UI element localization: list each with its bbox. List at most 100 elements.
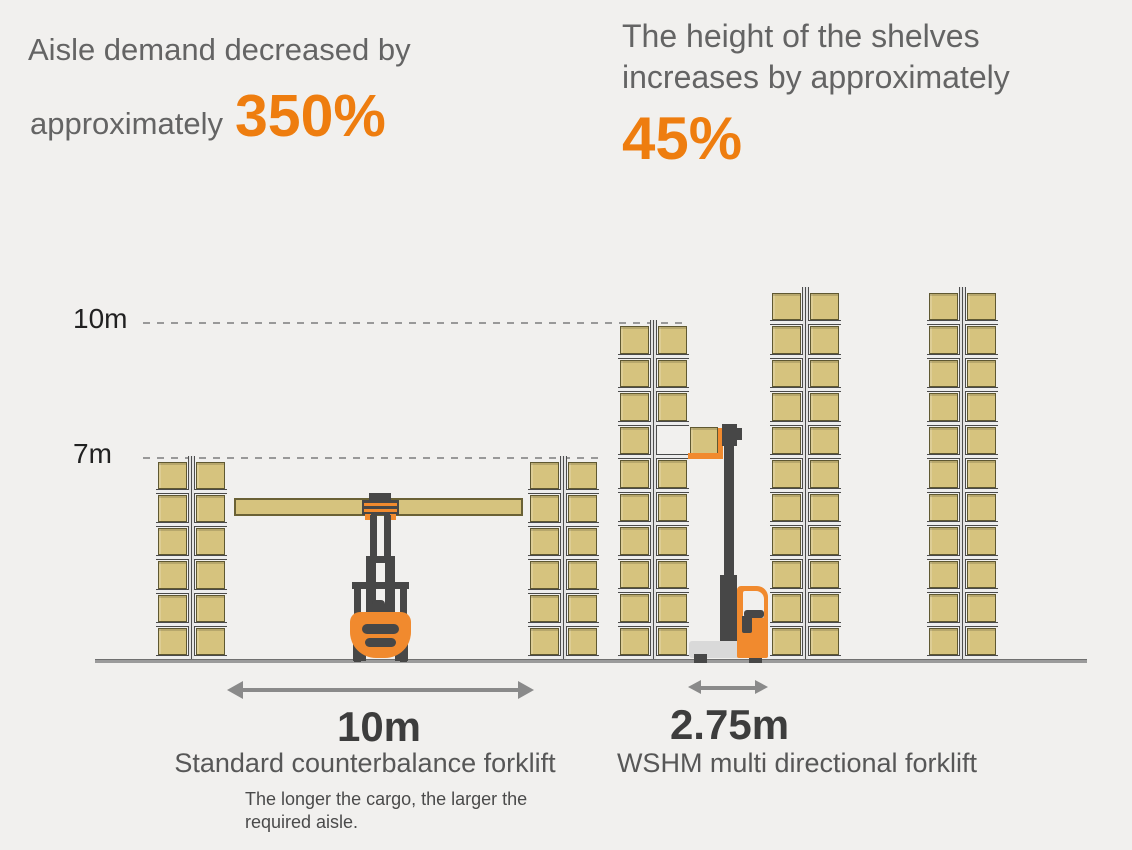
wshm-seat — [742, 616, 752, 633]
forklift-mast-rail — [385, 560, 395, 615]
pallet-box — [929, 426, 958, 454]
pallet-box — [810, 460, 839, 488]
pallet-box — [620, 326, 649, 354]
rack-shelf — [618, 521, 651, 526]
pallet-box — [530, 594, 559, 622]
note-left-line1: The longer the cargo, the larger the — [245, 789, 528, 809]
pallet-box — [772, 493, 801, 521]
rack-shelf — [770, 521, 803, 526]
pallet-box — [810, 594, 839, 622]
rack-shelf — [618, 387, 651, 392]
pallet-box — [196, 627, 225, 655]
rack-shelf — [965, 454, 998, 459]
pallet-box — [929, 560, 958, 588]
pallet-box — [967, 560, 996, 588]
rack-upright-pole — [560, 455, 567, 661]
rack-shelf — [566, 555, 599, 561]
wshm-fork-bracket — [688, 453, 723, 459]
rack-shelf — [156, 488, 189, 494]
rack-shelf — [656, 655, 689, 660]
rack-shelf — [566, 488, 599, 494]
pallet-box — [530, 494, 559, 523]
pallet-box — [568, 528, 597, 556]
pallet-box — [929, 493, 958, 521]
pallet-box — [568, 627, 597, 655]
rack-shelf — [618, 420, 651, 426]
pallet-box — [158, 494, 187, 523]
wshm-mast-head-arm — [733, 428, 742, 440]
forklift-mast-crossbar — [366, 556, 395, 563]
wshm-seat — [744, 610, 764, 618]
rack-shelf — [927, 554, 960, 560]
rack-shelf — [808, 554, 841, 560]
pallet-box — [620, 627, 649, 655]
rack-shelf — [618, 621, 651, 627]
rack-shelf — [770, 487, 803, 493]
stat-left-line1: Aisle demand decreased by — [28, 32, 411, 67]
forklift-guard-post — [400, 586, 407, 662]
rack-shelf — [965, 521, 998, 526]
height-marker-label: 7m — [73, 438, 112, 469]
arrow-shaft — [699, 686, 757, 690]
rack-shelf — [566, 522, 599, 528]
rack-shelf — [528, 488, 561, 494]
pallet-box — [810, 393, 839, 421]
pallet-box — [620, 594, 649, 622]
caption-left: Standard counterbalance forklift — [174, 748, 556, 778]
pallet-box — [772, 527, 801, 555]
stat-left-line2: approximately 350% — [30, 80, 386, 149]
forklift-mast-cap — [369, 493, 391, 500]
pallet-box — [929, 292, 958, 320]
pallet-box — [967, 359, 996, 387]
wshm-cab — [737, 586, 768, 658]
arrow-head-left-icon — [688, 680, 701, 694]
rack-shelf — [808, 655, 841, 660]
rack-upright-pole — [959, 286, 966, 661]
pallet-box — [658, 460, 687, 488]
caption-right: WSHM multi directional forklift — [616, 748, 978, 778]
wshm-wheel — [694, 654, 707, 663]
wshm-telescopic-mast-lower — [720, 575, 737, 648]
note-left: The longer the cargo, the larger the req… — [245, 788, 527, 834]
pallet-box — [810, 560, 839, 588]
pallet-box — [967, 426, 996, 454]
pallet-box — [772, 560, 801, 588]
rack-shelf — [927, 655, 960, 660]
pallet-box — [772, 426, 801, 454]
pallet-box — [568, 594, 597, 622]
rack-shelf — [965, 353, 998, 359]
forklift-fork-tip — [390, 514, 396, 520]
ground-line — [95, 659, 1087, 663]
pallet-box — [929, 326, 958, 354]
pallet-box — [658, 560, 687, 588]
rack-shelf — [156, 522, 189, 528]
rack-shelf — [808, 621, 841, 627]
pallet-box — [158, 627, 187, 655]
rack-shelf — [808, 353, 841, 359]
wshm-mast-head — [722, 424, 737, 446]
height-marker-label: 10m — [73, 303, 128, 334]
pallet-box — [967, 393, 996, 421]
pallet-box — [568, 461, 597, 489]
rack-shelf — [927, 420, 960, 426]
rack-shelf — [194, 555, 227, 561]
forklift-body — [350, 612, 411, 658]
pallet-box — [620, 460, 649, 488]
rack-upright-pole — [188, 455, 195, 661]
storage-rack — [927, 286, 998, 661]
rack-shelf — [808, 454, 841, 459]
rack-shelf — [770, 588, 803, 593]
forklift-carriage — [362, 500, 399, 515]
rack-shelf — [528, 555, 561, 561]
height-marker-line — [143, 322, 688, 324]
storage-rack — [528, 455, 599, 661]
pallet-box — [658, 594, 687, 622]
forklift-grille-slot — [362, 624, 399, 634]
rack-shelf — [927, 353, 960, 359]
rack-shelf — [528, 654, 561, 660]
pallet-box — [967, 493, 996, 521]
pallet-box — [196, 561, 225, 589]
rack-shelf — [770, 454, 803, 459]
pallet-box — [620, 560, 649, 588]
